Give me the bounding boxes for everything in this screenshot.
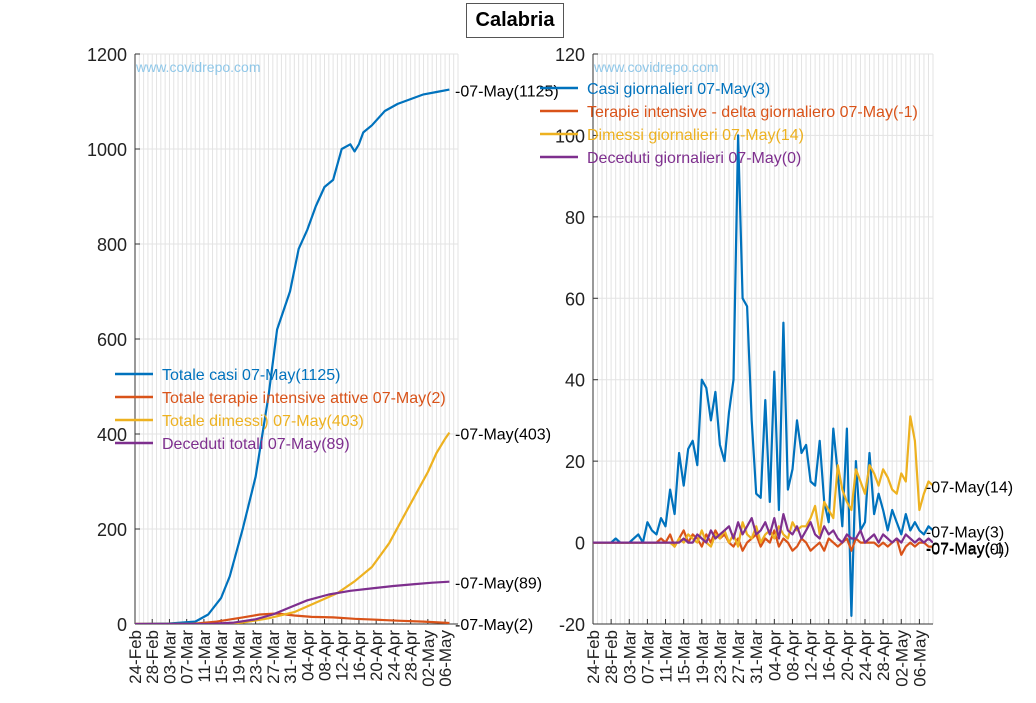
watermark: www.covidrepo.com (135, 59, 261, 75)
x-tick-label: 15-Mar (675, 630, 694, 684)
x-tick-label: 04-Apr (298, 630, 317, 681)
x-tick-label: 20-Apr (838, 630, 857, 681)
x-tick-label: 27-Mar (729, 630, 748, 684)
y-tick-label: 60 (565, 289, 585, 309)
legend: Totale casi 07-May(1125) Totale terapie i… (115, 367, 446, 453)
x-tick-label: 28-Feb (602, 630, 621, 684)
x-tick-label: 03-Mar (160, 630, 179, 684)
series-end-label-0: -07-May(1125) (455, 84, 559, 101)
y-tick-label: 400 (97, 425, 127, 445)
x-tick-label: 16-Apr (820, 630, 839, 681)
x-tick-label: 15-Mar (212, 630, 231, 684)
y-tick-label: 600 (97, 330, 127, 350)
x-tick-label: 24-Apr (384, 630, 403, 681)
y-tick-label: 40 (565, 371, 585, 391)
x-tick-label: 03-Mar (620, 630, 639, 684)
y-tick-label: 0 (117, 615, 127, 635)
y-tick-label: 200 (97, 520, 127, 540)
legend-entry-3: Deceduti totali 07-May(89) (162, 436, 350, 453)
x-tick-label: 06-May (910, 630, 929, 687)
series-line-3 (135, 580, 450, 624)
series-end-label-0: -07-May(3) (926, 524, 1004, 541)
series-end-label-1: -07-May(2) (455, 617, 533, 634)
y-tick-label: 20 (565, 452, 585, 472)
x-tick-label: 24-Feb (584, 630, 603, 684)
legend-entry-0: Casi giornalieri 07-May(3) (587, 81, 770, 98)
series-line-2 (135, 431, 451, 624)
x-tick-label: 19-Mar (229, 630, 248, 684)
chart-title-text: Calabria (475, 9, 555, 31)
y-tick-label: 800 (97, 235, 127, 255)
chart-panel-left: 02004006008001000120024-Feb28-Feb03-Mar0… (87, 45, 559, 687)
x-tick-label: 16-Apr (350, 630, 369, 681)
series-line-3 (593, 513, 933, 544)
legend-entry-2: Dimessi giornalieri 07-May(14) (587, 127, 804, 144)
chart-title: Calabria (466, 3, 564, 38)
series-end-label-1: -07-May(-1) (926, 541, 1010, 558)
x-tick-label: 04-Apr (765, 630, 784, 681)
legend-entry-2: Totale dimessi) 07-May(403) (162, 413, 364, 430)
series-end-label-3: -07-May(89) (455, 576, 542, 593)
legend-entry-1: Terapie intensive - delta giornaliero 07… (587, 104, 918, 121)
x-tick-label: 07-Mar (638, 630, 657, 684)
series-line-1 (135, 612, 450, 624)
x-tick-label: 07-Mar (178, 630, 197, 684)
x-tick-label: 31-Mar (747, 630, 766, 684)
y-tick-label: 0 (575, 534, 585, 554)
x-tick-label: 12-Apr (802, 630, 821, 681)
x-tick-label: 02-May (419, 630, 438, 687)
series-end-label-3: -07-May(0) (926, 542, 1004, 559)
series-line-0 (593, 134, 933, 617)
legend-entry-3: Deceduti giornalieri 07-May(0) (587, 150, 801, 167)
x-tick-label: 11-Mar (657, 630, 676, 683)
x-tick-label: 27-Mar (264, 630, 283, 684)
series-line-0 (135, 88, 450, 624)
x-tick-label: 02-May (892, 630, 911, 687)
x-tick-label: 23-Mar (711, 630, 730, 684)
x-tick-label: 28-Apr (402, 630, 421, 681)
x-tick-label: 11-Mar (195, 630, 214, 683)
x-tick-label: 08-Apr (315, 630, 334, 681)
x-tick-label: 06-May (436, 630, 455, 687)
x-tick-label: 12-Apr (333, 630, 352, 681)
x-tick-label: 31-Mar (281, 630, 300, 684)
y-tick-label: 100 (555, 126, 585, 146)
y-tick-label: 1200 (87, 45, 127, 65)
y-tick-label: 120 (555, 45, 585, 65)
y-tick-label: -20 (559, 615, 585, 635)
x-tick-label: 23-Mar (247, 630, 266, 684)
x-tick-label: 20-Apr (367, 630, 386, 681)
chart-panel-right: -20 0 20 40 60 80 100 120 24-Feb 28-Feb 03-Mar 07-M… (540, 45, 1013, 687)
legend: Casi giornalieri 07-May(3) Terapie intens… (540, 81, 918, 167)
x-tick-label: 28-Apr (874, 630, 893, 681)
y-tick-label: 1000 (87, 140, 127, 160)
x-tick-label: 19-Mar (693, 630, 712, 684)
x-tick-label: 08-Apr (783, 630, 802, 681)
series-end-label-2: -07-May(14) (926, 480, 1013, 497)
x-tick-label: 24-Feb (126, 630, 145, 684)
y-tick-label: 80 (565, 208, 585, 228)
watermark: www.covidrepo.com (593, 59, 719, 75)
x-tick-label: 24-Apr (856, 630, 875, 681)
legend-entry-0: Totale casi 07-May(1125) (162, 367, 340, 384)
legend-entry-1: Totale terapie intensive attive 07-May(2… (162, 390, 446, 407)
series-end-label-2: -07-May(403) (455, 427, 551, 444)
x-tick-label: 28-Feb (143, 630, 162, 684)
